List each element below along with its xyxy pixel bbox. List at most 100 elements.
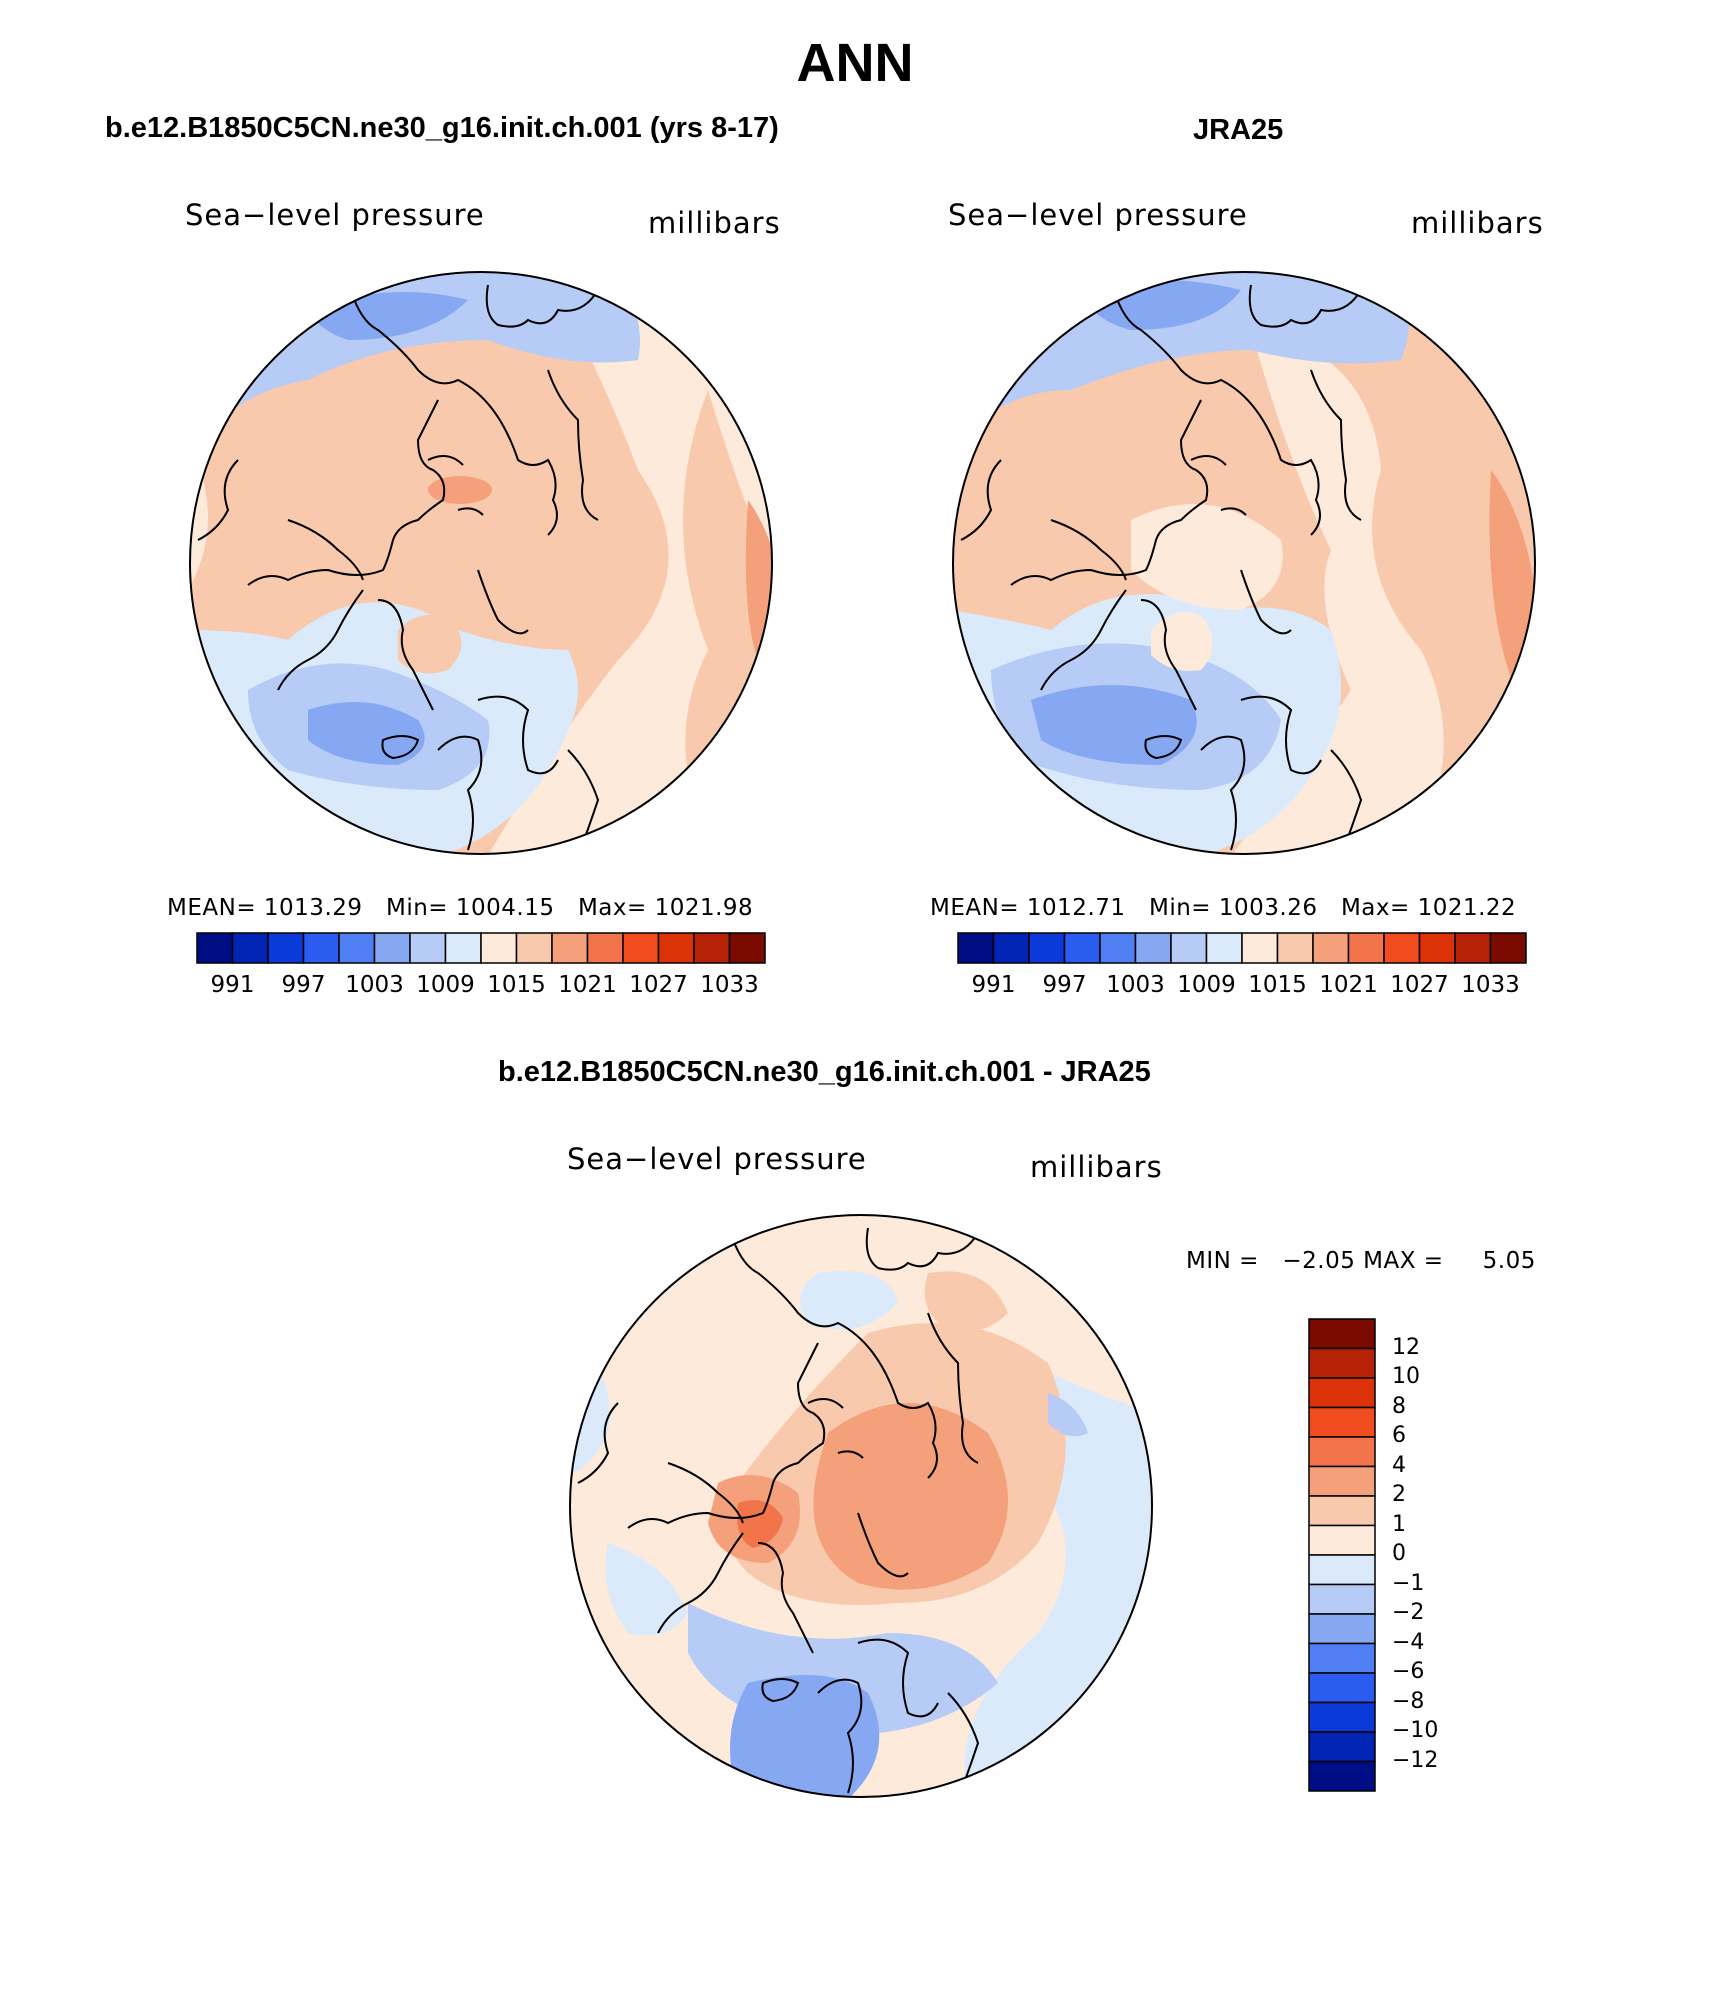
panel-1-mean-value: 1013.29	[263, 895, 363, 921]
panel-2-max-label: Max=	[1340, 895, 1410, 921]
panel-3-colorbar	[1308, 1318, 1376, 1792]
panel-2-colorbar-box	[1170, 932, 1208, 964]
panel-3-colorbar-ticks: 12 10 8 6 4 2 1 0 −1 −2 −4 −6 −8 −10 −12	[1392, 1319, 1512, 1791]
panel-2-colorbar-box	[992, 932, 1030, 964]
panel-3-colorbar-box	[1308, 1760, 1376, 1792]
panel-3-max-label: MAX =	[1363, 1248, 1444, 1274]
panel-1-colorbar-box	[480, 932, 518, 964]
panel-3-colorbar-box	[1308, 1613, 1376, 1645]
panel-3-colorbar-tick-label: −8	[1392, 1688, 1425, 1714]
panel-3-max-value: 5.05	[1482, 1248, 1536, 1274]
panel-1-colorbar-ticks: 991 997 1003 1009 1015 1021 1027 1033	[197, 972, 765, 1002]
panel-3-colorbar-tick-label: 2	[1392, 1482, 1406, 1507]
panel-1-colorbar-tick-label: 1003	[345, 972, 404, 998]
panel-3-colorbar-box	[1308, 1642, 1376, 1674]
panel-3-colorbar-tick-label: −4	[1392, 1629, 1425, 1655]
panel-3-min-value: −2.05	[1282, 1248, 1356, 1274]
panel-1-colorbar-box	[338, 932, 376, 964]
panel-2-colorbar-box	[957, 932, 995, 964]
panel-3-colorbar-box	[1308, 1583, 1376, 1615]
panel-3-colorbar-tick-label: 8	[1392, 1393, 1406, 1419]
panel-3-colorbar-tick-label: 4	[1392, 1452, 1406, 1478]
panel-1-colorbar-tick-label: 1027	[629, 972, 688, 998]
panel-1-colorbar-tick-label: 1015	[487, 972, 546, 998]
panel-3-colorbar-tick-label: −2	[1392, 1600, 1425, 1625]
panel-3-colorbar-tick-label: 6	[1392, 1423, 1406, 1448]
panel-2-colorbar-box	[1276, 932, 1314, 964]
panel-3-colorbar-box	[1308, 1495, 1376, 1527]
panel-3-colorbar-box	[1308, 1554, 1376, 1586]
panel-2-mean-label: MEAN=	[930, 895, 1020, 921]
panel-2-colorbar-box	[1347, 932, 1385, 964]
panel-1-colorbar-box	[302, 932, 340, 964]
panel-3-colorbar-tick-label: −1	[1392, 1570, 1425, 1596]
panel-1-colorbar-box	[515, 932, 553, 964]
panel-2-colorbar-box	[1418, 932, 1456, 964]
panel-3-colorbar-box	[1308, 1347, 1376, 1379]
panel-1-mean-label: MEAN=	[167, 895, 257, 921]
panel-2-colorbar-tick-label: 1021	[1319, 972, 1378, 998]
figure-title: ANN	[796, 33, 914, 93]
panel-1-colorbar-box	[551, 932, 589, 964]
panel-3-colorbar-box	[1308, 1672, 1376, 1704]
panel-2-colorbar-ticks: 991 997 1003 1009 1015 1021 1027 1033	[958, 972, 1526, 1002]
panel-3-colorbar-tick-label: −12	[1392, 1747, 1439, 1773]
panel-2-colorbar-tick-label: 1015	[1248, 972, 1307, 998]
panel-3-colorbar-tick-label: 1	[1392, 1511, 1406, 1537]
panel-2-stats: MEAN= 1012.71 Min= 1003.26 Max= 1021.22	[930, 895, 1516, 921]
panel-2-colorbar-tick-label: 997	[1042, 972, 1087, 998]
panel-2-colorbar-tick-label: 991	[971, 972, 1016, 998]
panel-3-colorbar-box	[1308, 1701, 1376, 1733]
panel-1-colorbar-box	[693, 932, 731, 964]
panel-2-title: JRA25	[1193, 114, 1284, 146]
panel-3-colorbar-box	[1308, 1318, 1376, 1350]
panel-1-max-label: Max=	[577, 895, 647, 921]
panel-2-colorbar-box	[1205, 932, 1243, 964]
panel-3-unit-label: millibars	[1030, 1150, 1163, 1184]
panel-3-colorbar-tick-label: 10	[1392, 1364, 1420, 1389]
panel-1-colorbar-box	[657, 932, 695, 964]
panel-1-colorbar-tick-label: 1021	[558, 972, 617, 998]
panel-2-colorbar-box	[1099, 932, 1137, 964]
panel-2-polar-map	[952, 271, 1536, 855]
panel-1-colorbar	[196, 932, 766, 964]
panel-3-colorbar-box	[1308, 1406, 1376, 1438]
panel-3-stats: MIN = −2.05 MAX = 5.05	[1186, 1248, 1536, 1274]
panel-2-variable-label: Sea−level pressure	[948, 198, 1248, 232]
panel-1-colorbar-tick-label: 1009	[416, 972, 475, 998]
panel-2-colorbar-tick-label: 1033	[1461, 972, 1520, 998]
panel-3-colorbar-tick-label: −6	[1392, 1659, 1425, 1684]
panel-1-colorbar-box	[231, 932, 269, 964]
panel-2-min-value: 1003.26	[1218, 895, 1318, 921]
panel-1-min-label: Min=	[385, 895, 449, 921]
panel-3-colorbar-tick-label: 12	[1392, 1334, 1420, 1360]
panel-2-colorbar-tick-label: 1003	[1106, 972, 1165, 998]
panel-3-colorbar-tick-label: 0	[1392, 1541, 1406, 1566]
panel-1-colorbar-box	[728, 932, 766, 964]
panel-3-colorbar-tick-label: −10	[1392, 1718, 1439, 1743]
panel-2-colorbar-box	[1134, 932, 1172, 964]
panel-1-colorbar-box	[444, 932, 482, 964]
panel-1-polar-map	[189, 271, 773, 855]
panel-3-colorbar-box	[1308, 1436, 1376, 1468]
panel-1-colorbar-tick-label: 991	[210, 972, 255, 998]
panel-2-colorbar-box	[1063, 932, 1101, 964]
panel-1-colorbar-box	[586, 932, 624, 964]
panel-3-colorbar-box	[1308, 1731, 1376, 1763]
panel-3-polar-map	[569, 1214, 1153, 1798]
panel-2-colorbar-tick-label: 1027	[1390, 972, 1449, 998]
panel-2-unit-label: millibars	[1411, 206, 1544, 240]
panel-2-colorbar-box	[1312, 932, 1350, 964]
panel-1-colorbar-box	[622, 932, 660, 964]
panel-2-colorbar-box	[1241, 932, 1279, 964]
panel-2-colorbar	[957, 932, 1527, 964]
panel-2-colorbar-tick-label: 1009	[1177, 972, 1236, 998]
panel-1-colorbar-box	[409, 932, 447, 964]
panel-1-max-value: 1021.98	[654, 895, 754, 921]
panel-3-variable-label: Sea−level pressure	[567, 1142, 867, 1176]
panel-3-min-label: MIN =	[1186, 1248, 1259, 1274]
panel-1-colorbar-tick-label: 1033	[700, 972, 759, 998]
panel-3-colorbar-box	[1308, 1465, 1376, 1497]
panel-2-colorbar-box	[1454, 932, 1492, 964]
panel-1-colorbar-box	[267, 932, 305, 964]
